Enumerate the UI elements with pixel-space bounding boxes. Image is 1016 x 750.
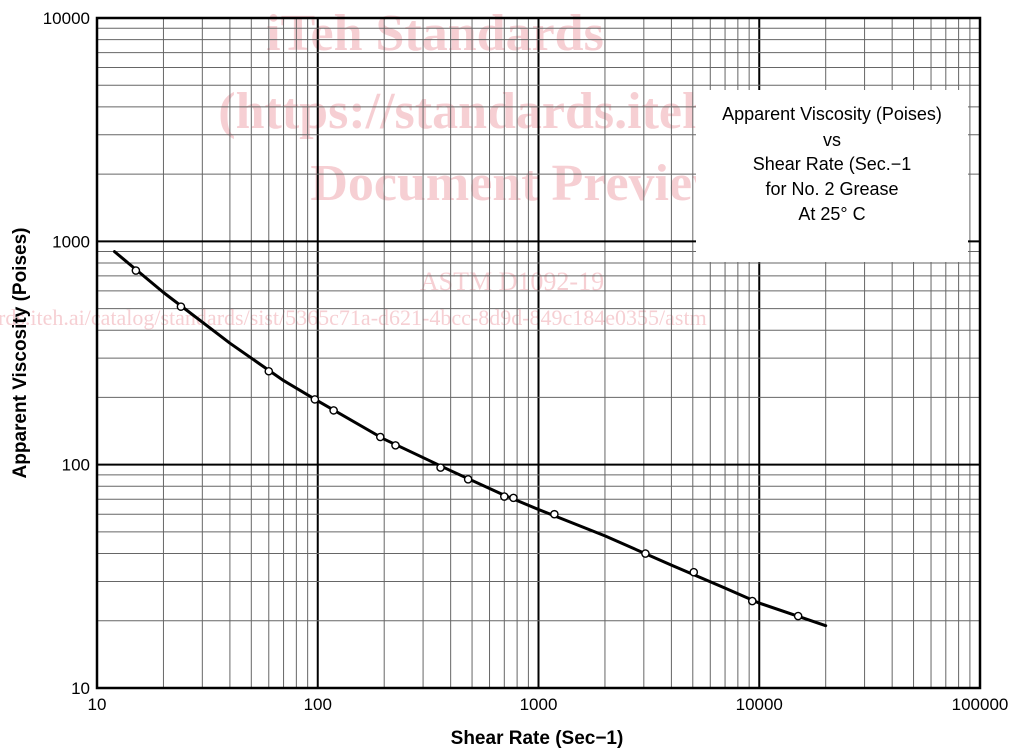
data-point [689, 567, 699, 577]
plot-frame [95, 16, 982, 690]
data-point [509, 493, 518, 503]
x-axis-title: Shear Rate (Sec−1) [451, 728, 624, 749]
data-point [463, 474, 473, 484]
data-point [436, 463, 445, 472]
data-point [264, 366, 274, 376]
legend-line-4: for No. 2 Grease [765, 179, 898, 199]
y-tick-label: 1000 [52, 232, 90, 251]
x-tick-label: 100000 [952, 695, 1009, 714]
y-tick-label: 10000 [43, 9, 90, 28]
legend-line-1: Apparent Viscosity (Poises) [722, 104, 942, 124]
data-point [793, 611, 803, 621]
x-tick-label: 10000 [736, 695, 783, 714]
y-tick-label: 100 [62, 456, 90, 475]
tick-labels: 10 100 1000 10000 100000 10 100 1000 10000 [43, 9, 1009, 714]
y-tick-label: 10 [71, 679, 90, 698]
data-point [329, 406, 338, 415]
watermark-line-3: Document Preview [310, 155, 730, 212]
legend-line-3: Shear Rate (Sec.−1 [753, 154, 912, 174]
data-point [375, 432, 385, 442]
x-tick-label: 100 [304, 695, 332, 714]
data-point [310, 395, 320, 404]
fit-curve-line [113, 250, 828, 628]
data-point [176, 302, 186, 311]
data-point [500, 492, 509, 501]
data-point [641, 549, 650, 558]
x-tick-label: 1000 [520, 695, 558, 714]
watermark: iTeh Standards (https://standards.iteh.a… [0, 5, 782, 330]
x-tick-label: 10 [88, 695, 107, 714]
watermark-line-5: rds.iteh.ai/catalog/standards/sist/5365c… [0, 305, 707, 330]
grid [96, 18, 980, 689]
data-point [391, 441, 400, 450]
watermark-line-2: (https://standards.iteh.ai) [218, 83, 781, 140]
data-point [550, 509, 559, 519]
watermark-line-4: ASTM D1092-19 [420, 267, 604, 296]
data-point [747, 596, 757, 606]
plot-border [95, 16, 982, 690]
legend-line-5: At 25° C [798, 204, 865, 224]
fit-curve-group [113, 250, 828, 628]
legend: Apparent Viscosity (Poises) vs Shear Rat… [696, 90, 968, 262]
data-points [131, 266, 803, 621]
y-axis-title: Apparent Viscosity (Poises) [10, 228, 31, 479]
data-point [131, 266, 141, 275]
legend-line-2: vs [823, 130, 841, 150]
legend-box [696, 90, 968, 262]
